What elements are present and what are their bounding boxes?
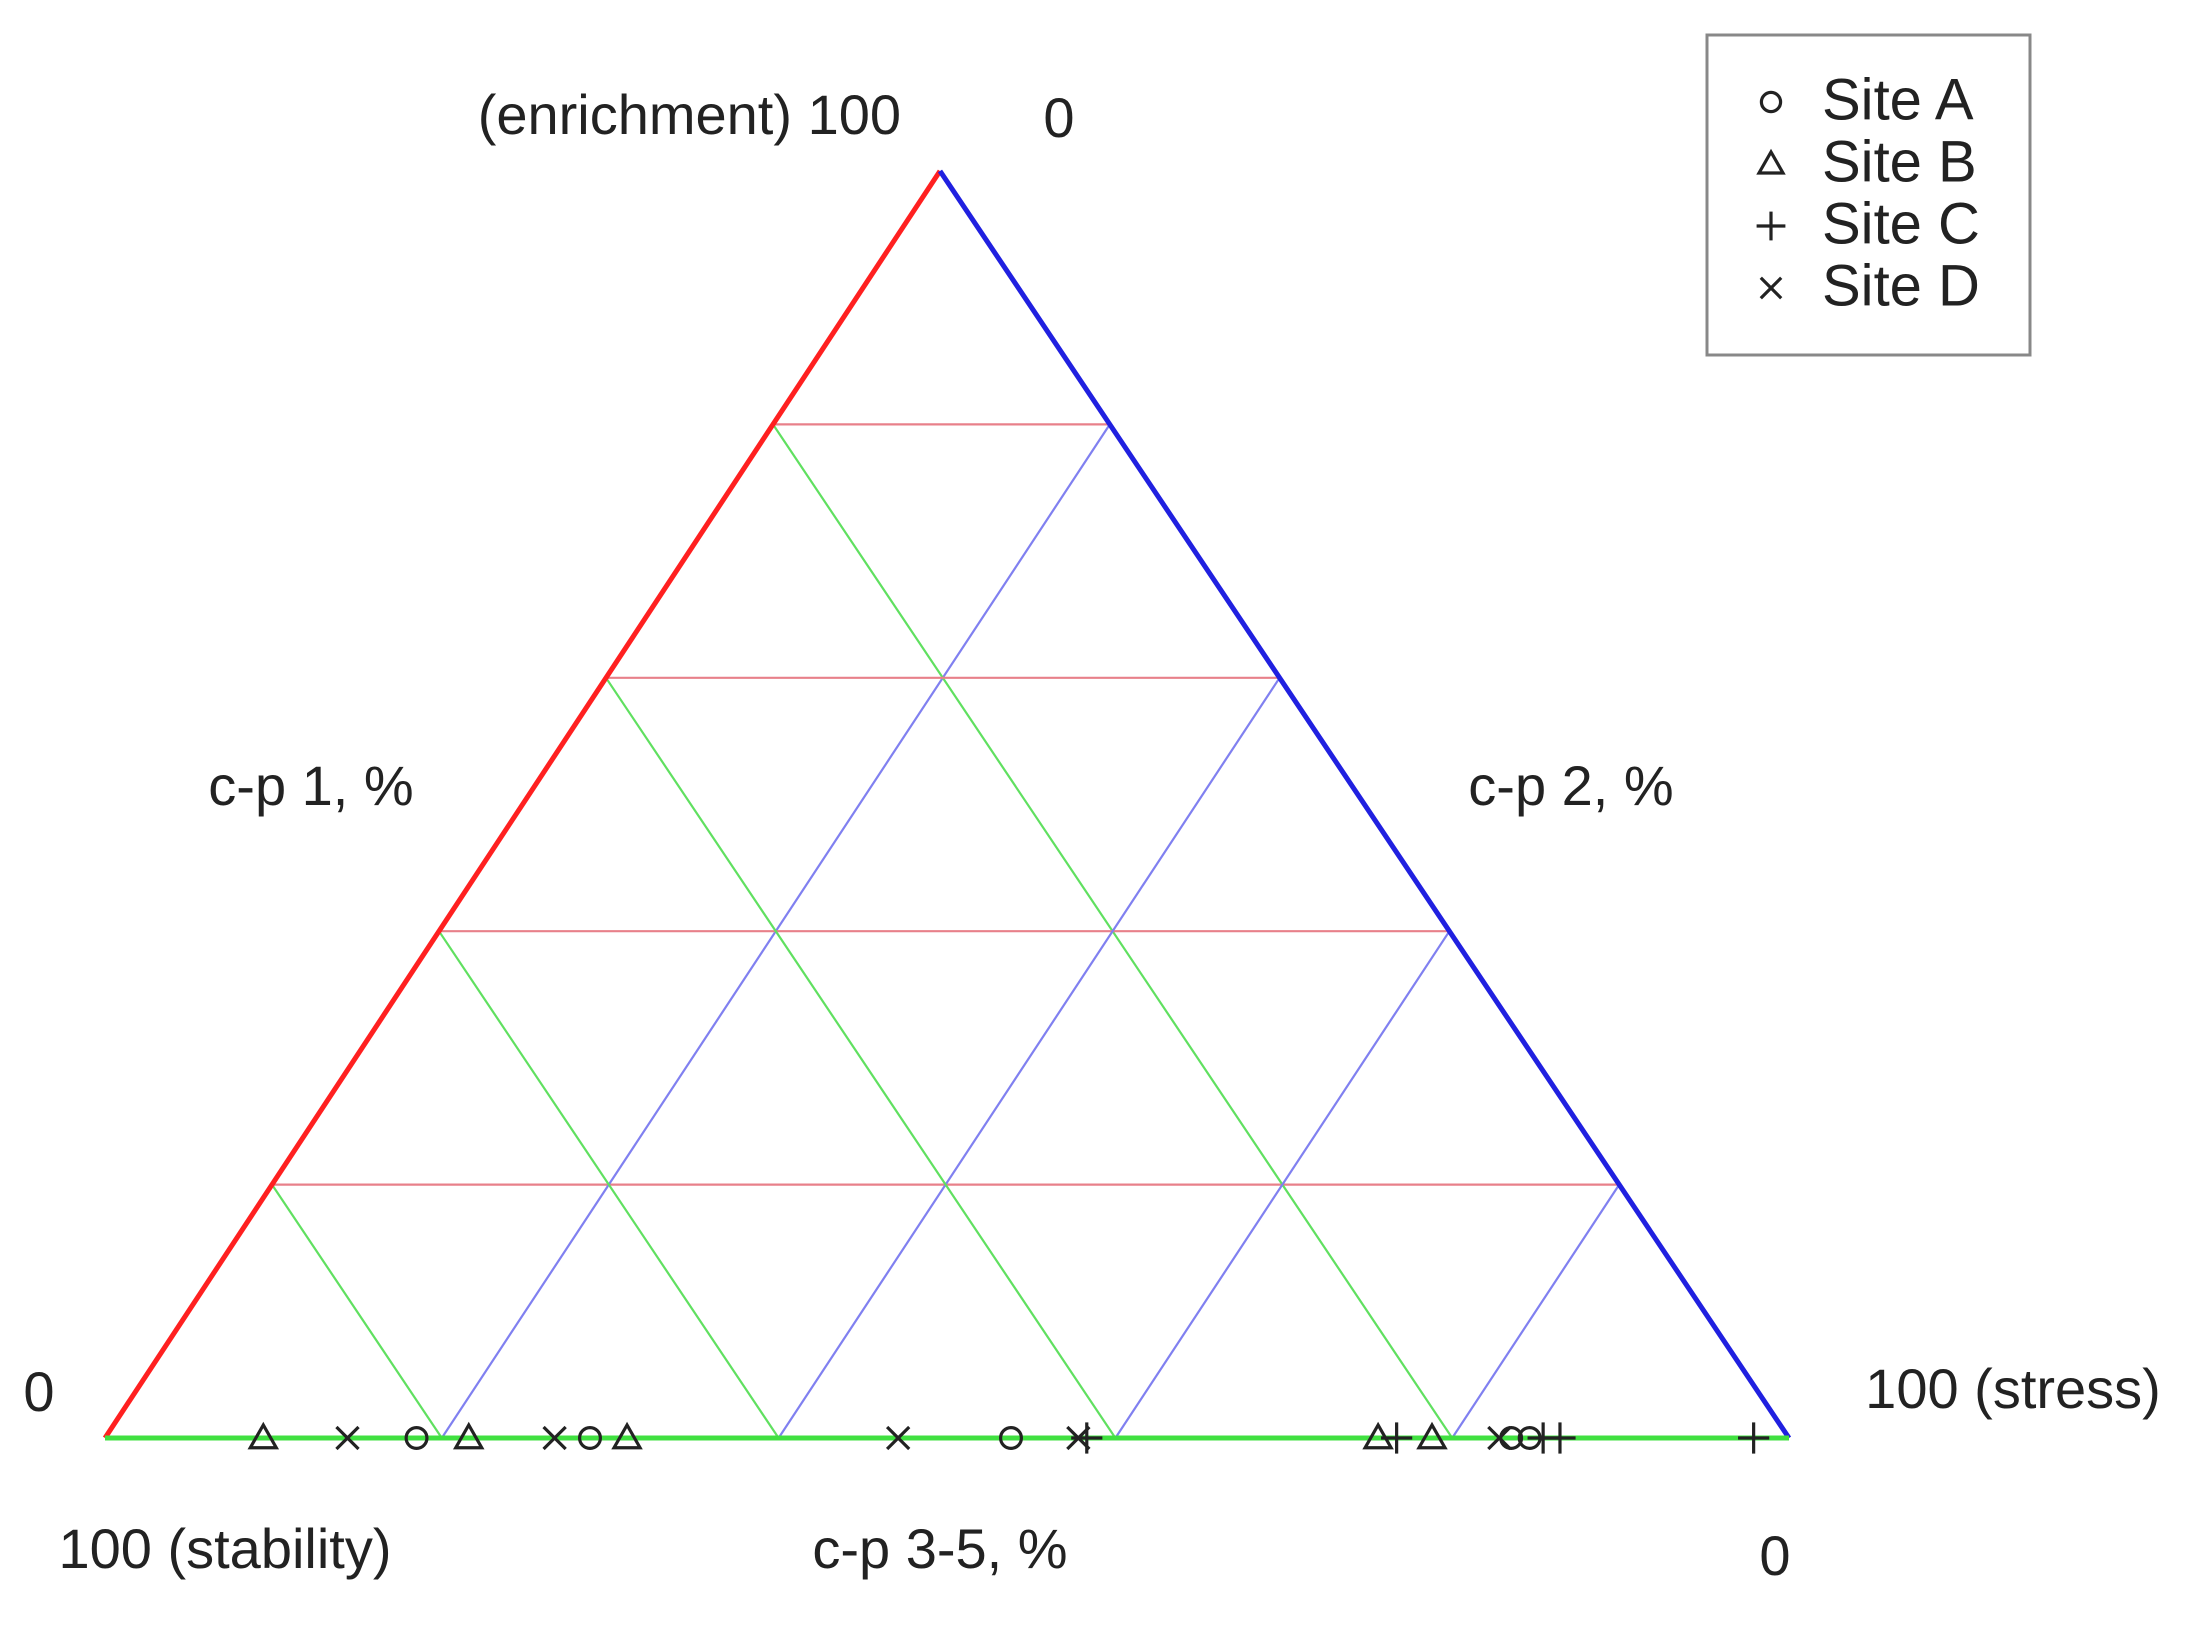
marker — [335, 1425, 360, 1451]
marker — [542, 1425, 567, 1451]
marker-stroke — [335, 1425, 360, 1451]
marker-triangle — [247, 1421, 280, 1450]
marker — [998, 1425, 1023, 1450]
legend-label: Site B — [1822, 129, 1977, 194]
marker-triangle — [1362, 1421, 1394, 1450]
marker — [611, 1421, 643, 1450]
marker — [1738, 1422, 1770, 1454]
marker-circle — [1759, 90, 1783, 114]
grid-line — [605, 677, 1117, 1439]
marker — [452, 1421, 485, 1450]
marker — [1416, 1421, 1448, 1450]
marker — [1759, 276, 1783, 300]
axes — [102, 169, 1792, 1441]
marker — [1362, 1421, 1394, 1450]
tick-label: 0 — [1759, 1524, 1790, 1587]
marker — [885, 1425, 911, 1451]
grid-line — [1114, 930, 1451, 1439]
marker-stroke — [1487, 1425, 1512, 1451]
marker — [1756, 148, 1786, 175]
marker — [1487, 1425, 1512, 1451]
axis-line — [102, 169, 943, 1440]
marker-triangle — [611, 1421, 643, 1450]
grid — [271, 423, 1621, 1439]
axis-label: c-p 3-5, % — [812, 1517, 1067, 1580]
marker — [1759, 90, 1783, 114]
tick-label: 100 (stability) — [58, 1517, 391, 1580]
points — [247, 1421, 1770, 1454]
marker-stroke — [542, 1425, 567, 1451]
labels: c-p 1, % (enrichment) 100 0 c-p 2, % 0 100 (s… — [23, 83, 2160, 1587]
marker-triangle — [1756, 148, 1786, 175]
marker-stroke — [885, 1425, 911, 1451]
marker-triangle — [1416, 1421, 1448, 1450]
marker-triangle — [452, 1421, 485, 1450]
grid-line — [1451, 1183, 1621, 1439]
marker-circle — [998, 1425, 1023, 1450]
marker-circle — [577, 1425, 602, 1450]
tick-label: 100 (stress) — [1865, 1357, 2161, 1420]
marker — [404, 1425, 429, 1450]
marker — [1756, 211, 1786, 241]
marker — [1071, 1422, 1103, 1454]
tick-label: 0 — [1043, 86, 1074, 149]
grid-line — [438, 930, 780, 1439]
marker — [1066, 1425, 1091, 1451]
legend-label: Site A — [1822, 67, 1974, 132]
legend-label: Site C — [1822, 191, 1980, 256]
axis-label: c-p 2, % — [1468, 754, 1673, 817]
axis-label: c-p 1, % — [208, 754, 413, 817]
marker-stroke — [1759, 276, 1783, 300]
marker-circle — [404, 1425, 429, 1450]
grid-line — [777, 677, 1281, 1439]
legend-box — [1705, 33, 2032, 357]
marker — [577, 1425, 602, 1450]
grid-line — [271, 1183, 443, 1439]
marker — [1381, 1422, 1413, 1454]
marker — [247, 1421, 280, 1450]
axis-line — [937, 169, 1792, 1440]
legend-label: Site D — [1822, 253, 1980, 318]
marker — [1544, 1422, 1576, 1454]
marker-stroke — [1066, 1425, 1091, 1451]
tick-label: (enrichment) 100 — [478, 83, 901, 146]
tick-label: 0 — [23, 1360, 54, 1423]
